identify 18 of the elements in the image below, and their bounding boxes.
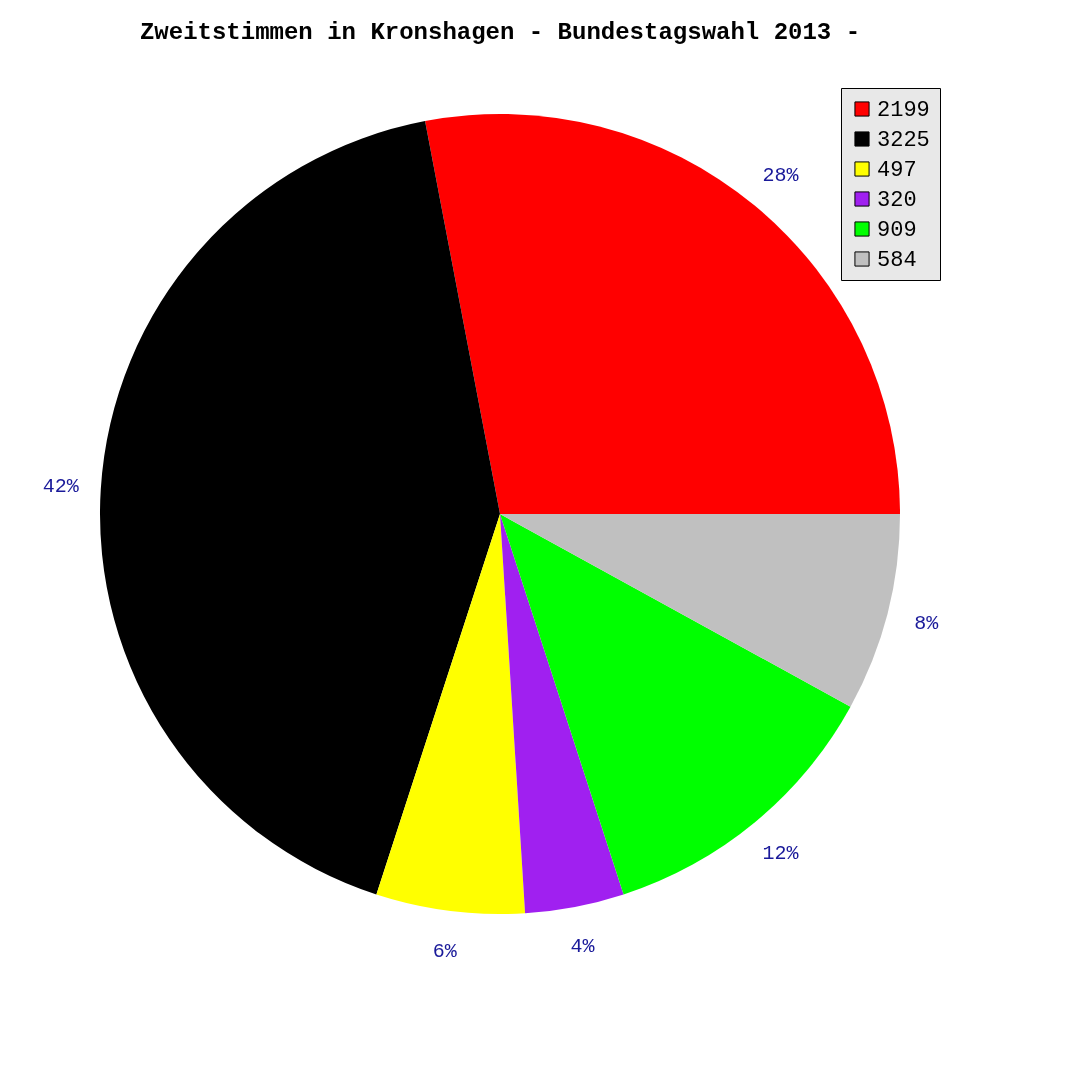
data-label: 4% bbox=[570, 935, 596, 959]
legend-label: 320 bbox=[877, 188, 917, 213]
legend-label: 909 bbox=[877, 218, 917, 243]
pie-slice bbox=[500, 514, 851, 895]
data-label: 6% bbox=[432, 939, 458, 963]
data-label: 28% bbox=[762, 163, 800, 187]
legend-label: 497 bbox=[877, 158, 917, 183]
pie-slice bbox=[500, 514, 900, 707]
pie-slice bbox=[100, 121, 500, 895]
data-label: 8% bbox=[914, 612, 940, 636]
pie-slice bbox=[376, 514, 526, 914]
legend-label: 584 bbox=[877, 248, 917, 273]
data-label: 42% bbox=[42, 475, 80, 499]
legend-label: 2199 bbox=[877, 98, 930, 123]
legend-label: 3225 bbox=[877, 128, 930, 153]
data-label: 12% bbox=[762, 842, 800, 866]
chart-title: Zweitstimmen in Kronshagen - Bundestagswahl 2013 - bbox=[139, 19, 861, 46]
pie-slice bbox=[500, 514, 624, 914]
